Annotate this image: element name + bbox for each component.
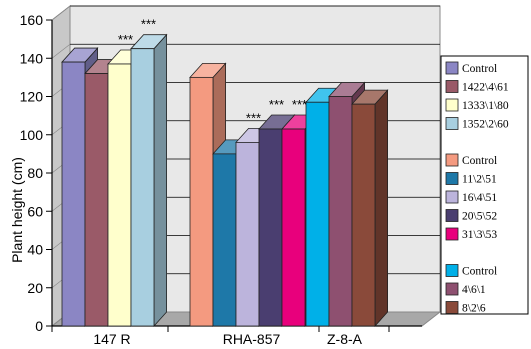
legend-label: 1352\2\60: [462, 119, 509, 131]
bar-front: [107, 63, 132, 327]
legend-swatch: [445, 282, 459, 296]
legend-item: 4\6\1: [445, 282, 486, 296]
legend-swatch: [445, 264, 459, 277]
legend-item: 31\3\53: [445, 227, 497, 241]
legend-item: Control: [445, 264, 497, 278]
bar-side: [153, 33, 168, 328]
significance-label: ***: [246, 110, 261, 125]
significance-label: ***: [292, 97, 307, 112]
y-tick-label: 60: [27, 203, 43, 219]
y-tick-label: 140: [20, 50, 44, 66]
legend-label: Control: [462, 266, 497, 278]
legend-item: Control: [445, 153, 497, 167]
significance-label: ***: [141, 17, 156, 32]
legend-label: 16\4\51: [462, 192, 497, 204]
legend-label: 31\3\53: [462, 229, 497, 241]
legend-swatch: [445, 153, 459, 167]
legend-swatch: [445, 80, 459, 93]
gridline-side: [51, 5, 71, 21]
category-labels: 147 R RHA-857 Z-8-A: [93, 331, 362, 347]
y-tick-label: 120: [20, 89, 44, 105]
bar-front: [258, 128, 283, 327]
bar-front: [130, 48, 155, 327]
legend-swatch: [445, 117, 459, 130]
legend-swatch: [445, 172, 459, 185]
legend-swatch: [445, 227, 459, 241]
bar: [130, 33, 168, 328]
y-tick-label: 80: [27, 165, 43, 181]
legend-item: 20\5\52: [445, 209, 497, 223]
bar-front: [212, 153, 237, 327]
legend-label: 11\2\51: [462, 174, 497, 186]
legend-item: 11\2\51: [445, 172, 497, 186]
significance-annotations: *** *** *** *** ***: [118, 17, 307, 126]
category-label: Z-8-A: [327, 331, 363, 347]
legend-item: 8\2\6: [445, 301, 486, 315]
bar: [351, 89, 389, 328]
category-label: 147 R: [93, 331, 130, 347]
bar-side: [374, 89, 389, 328]
bar-front: [328, 96, 353, 327]
legend-label: 8\2\6: [462, 303, 486, 315]
bar-front: [351, 103, 376, 327]
y-tick-label: 0: [35, 318, 43, 334]
y-tick-label: 160: [20, 12, 44, 28]
legend-swatch: [445, 301, 459, 314]
y-axis-label: Plant height (cm): [9, 157, 25, 263]
category-label: RHA-857: [223, 331, 281, 347]
legend-swatch: [445, 61, 459, 75]
legend-item: 1333\1\80: [445, 98, 509, 112]
legend: Control 1422\4\61 1333\1\80 1352\2\60 Contro…: [440, 55, 529, 315]
legend-item: Control: [445, 61, 497, 75]
gridline-side: [51, 44, 71, 59]
bar-front: [235, 141, 260, 327]
legend-label: Control: [462, 63, 497, 75]
legend-item: 1352\2\60: [445, 117, 509, 131]
bars: [61, 33, 389, 328]
significance-label: ***: [118, 32, 133, 47]
bar-front: [61, 61, 86, 327]
legend-label: 1333\1\80: [462, 100, 509, 112]
legend-item: 16\4\51: [445, 190, 497, 204]
y-tick-label: 20: [27, 280, 43, 296]
legend-swatch: [445, 190, 459, 204]
legend-swatch: [445, 98, 459, 112]
legend-item: 1422\4\61: [445, 80, 509, 94]
bar-front: [84, 73, 109, 327]
y-tick-label: 100: [20, 127, 44, 143]
y-tick-labels: 0 20 40 60 80 100 120 140 160: [20, 12, 44, 334]
legend-label: 4\6\1: [462, 284, 486, 296]
bar-front: [281, 128, 306, 327]
significance-label: ***: [269, 97, 284, 112]
y-tick-label: 40: [27, 242, 43, 258]
bar-front: [189, 76, 214, 327]
legend-label: 20\5\52: [462, 211, 497, 223]
legend-label: 1422\4\61: [462, 82, 509, 94]
bar-front: [305, 101, 330, 327]
legend-swatch: [445, 209, 459, 222]
legend-label: Control: [462, 155, 497, 167]
